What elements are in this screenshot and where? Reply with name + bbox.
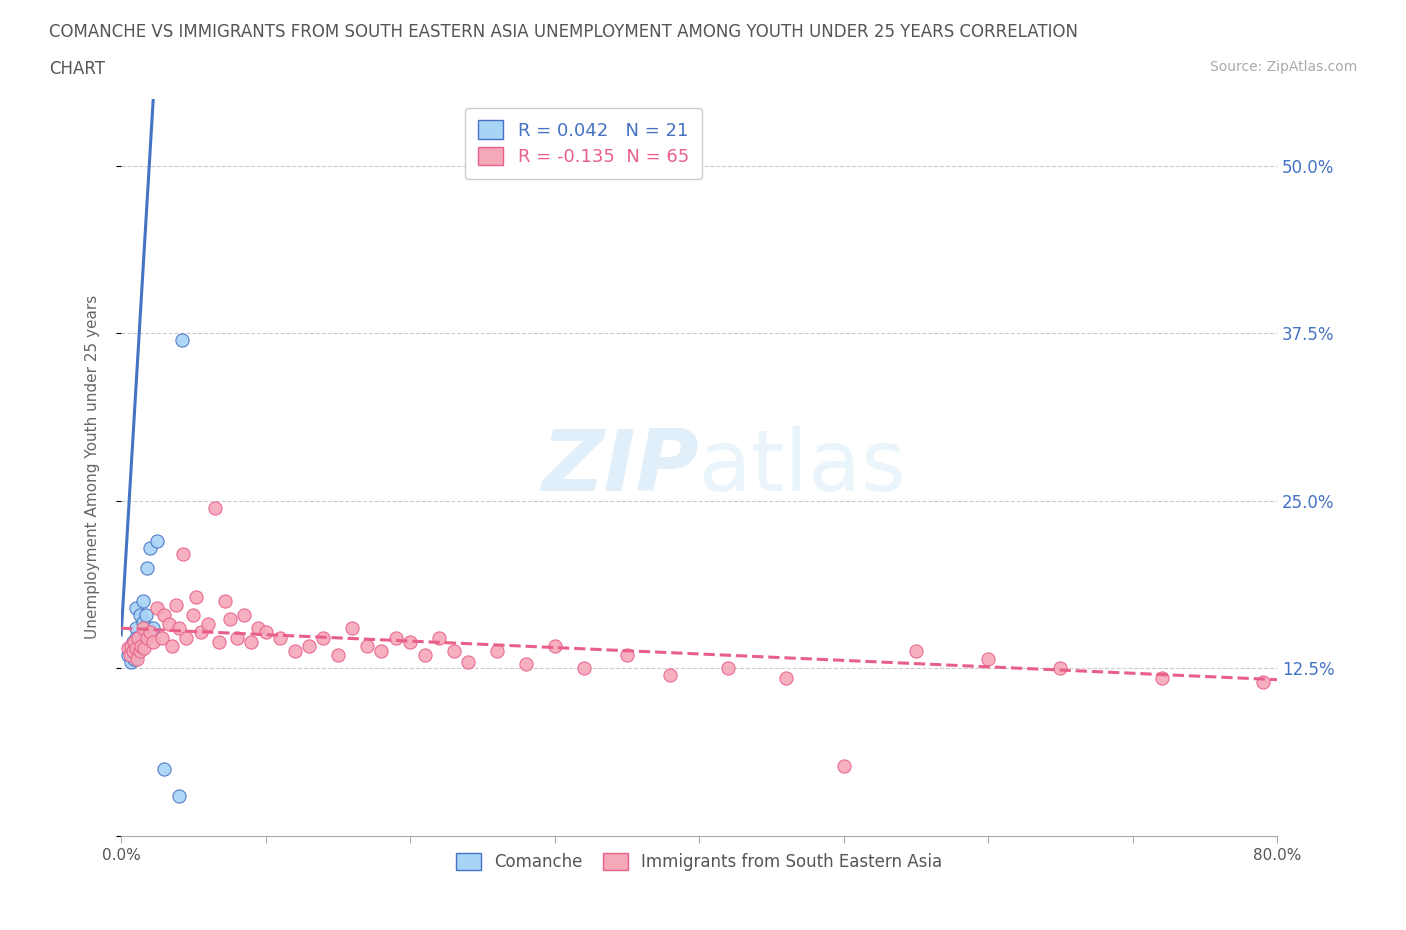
Point xyxy=(233,607,256,622)
Point xyxy=(208,634,231,649)
Point xyxy=(150,631,173,645)
Text: ZIP: ZIP xyxy=(541,426,699,509)
Point xyxy=(904,644,927,658)
Point xyxy=(214,594,236,609)
Point xyxy=(1049,661,1071,676)
Point xyxy=(121,634,143,649)
Point xyxy=(127,631,149,645)
Point xyxy=(122,644,145,658)
Point xyxy=(153,607,176,622)
Point xyxy=(124,641,146,656)
Point xyxy=(132,621,155,636)
Point xyxy=(218,611,240,626)
Point xyxy=(129,644,152,658)
Point xyxy=(225,631,247,645)
Text: CHART: CHART xyxy=(49,60,105,78)
Point xyxy=(165,598,187,613)
Point xyxy=(146,534,169,549)
Point xyxy=(240,634,263,649)
Point xyxy=(132,614,155,629)
Point xyxy=(832,759,855,774)
Point xyxy=(399,634,422,649)
Point xyxy=(125,652,148,667)
Point xyxy=(121,644,143,658)
Point xyxy=(134,641,156,656)
Point xyxy=(139,540,162,555)
Point xyxy=(1251,674,1274,689)
Point xyxy=(197,617,219,631)
Point xyxy=(183,607,205,622)
Point xyxy=(124,621,146,636)
Point xyxy=(122,634,145,649)
Point xyxy=(190,625,212,640)
Text: COMANCHE VS IMMIGRANTS FROM SOUTH EASTERN ASIA UNEMPLOYMENT AMONG YOUTH UNDER 25: COMANCHE VS IMMIGRANTS FROM SOUTH EASTER… xyxy=(49,23,1078,41)
Point xyxy=(170,333,193,348)
Point xyxy=(204,500,226,515)
Point xyxy=(572,661,595,676)
Point xyxy=(120,641,142,656)
Point xyxy=(1150,671,1173,685)
Point xyxy=(326,647,349,662)
Point xyxy=(269,631,291,645)
Point xyxy=(124,631,146,645)
Point xyxy=(118,647,141,662)
Point xyxy=(157,617,180,631)
Point xyxy=(342,621,364,636)
Point xyxy=(120,638,142,653)
Point xyxy=(283,644,305,658)
Point xyxy=(427,631,450,645)
Point xyxy=(443,644,465,658)
Point xyxy=(298,638,321,653)
Point xyxy=(120,655,142,670)
Point xyxy=(174,631,197,645)
Point xyxy=(247,621,270,636)
Point xyxy=(160,638,183,653)
Point xyxy=(312,631,335,645)
Point xyxy=(485,644,508,658)
Point xyxy=(457,655,479,670)
Point xyxy=(139,625,162,640)
Point xyxy=(544,638,567,653)
Point xyxy=(384,631,406,645)
Point xyxy=(117,641,139,656)
Point xyxy=(167,621,190,636)
Point xyxy=(775,671,797,685)
Point xyxy=(135,607,157,622)
Legend: Comanche, Immigrants from South Eastern Asia: Comanche, Immigrants from South Eastern … xyxy=(447,844,950,879)
Point xyxy=(167,789,190,804)
Point xyxy=(370,644,392,658)
Point xyxy=(413,647,436,662)
Point xyxy=(186,590,208,604)
Point xyxy=(122,652,145,667)
Point xyxy=(131,638,153,653)
Y-axis label: Unemployment Among Youth under 25 years: Unemployment Among Youth under 25 years xyxy=(86,295,100,640)
Point xyxy=(142,634,165,649)
Point xyxy=(117,647,139,662)
Point xyxy=(146,601,169,616)
Point xyxy=(717,661,740,676)
Point xyxy=(172,547,194,562)
Point xyxy=(356,638,378,653)
Point xyxy=(515,657,537,671)
Point xyxy=(254,625,277,640)
Point xyxy=(977,652,1000,667)
Point xyxy=(153,762,176,777)
Point xyxy=(124,601,146,616)
Point xyxy=(127,634,149,649)
Point xyxy=(136,561,159,576)
Text: atlas: atlas xyxy=(699,426,907,509)
Point xyxy=(132,594,155,609)
Point xyxy=(136,631,159,645)
Point xyxy=(616,647,638,662)
Point xyxy=(142,621,165,636)
Text: Source: ZipAtlas.com: Source: ZipAtlas.com xyxy=(1209,60,1357,74)
Point xyxy=(659,668,682,683)
Point xyxy=(129,607,152,622)
